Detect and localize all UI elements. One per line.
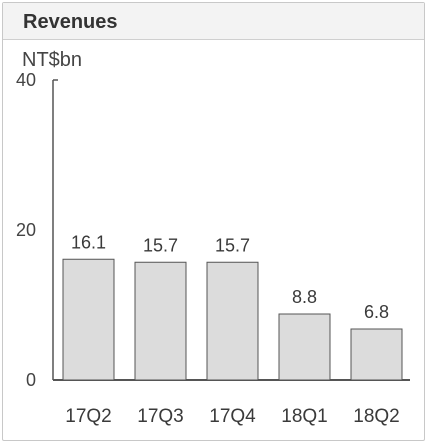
category-label-17Q4: 17Q4 (209, 406, 256, 427)
value-label-17Q3: 15.7 (143, 235, 178, 255)
value-label-17Q4: 15.7 (215, 235, 250, 255)
y-tick-label: 40 (16, 70, 36, 90)
y-axis-unit: NT$bn (22, 49, 82, 71)
value-label-18Q1: 8.8 (292, 287, 317, 307)
value-label-18Q2: 6.8 (364, 302, 389, 322)
chart-title: Revenues (23, 11, 118, 33)
bar-18Q1 (278, 313, 331, 381)
bars (62, 258, 403, 381)
labels: 16.1 17Q2 15.7 17Q3 15.7 17Q4 8.8 18Q1 6.8 18Q2 (65, 232, 399, 427)
y-tick-label: 20 (16, 220, 36, 240)
bar-17Q2 (62, 258, 115, 381)
category-label-18Q1: 18Q1 (281, 406, 327, 427)
y-tick-label: 0 (26, 370, 36, 390)
bar-18Q2 (350, 328, 403, 381)
category-label-17Q2: 17Q2 (65, 406, 111, 427)
bar-17Q3 (134, 261, 187, 381)
value-label-17Q2: 16.1 (71, 232, 106, 252)
chart-header: Revenues (3, 3, 424, 40)
category-label-18Q2: 18Q2 (353, 406, 399, 427)
bar-17Q4 (206, 261, 259, 381)
category-label-17Q3: 17Q3 (137, 406, 183, 427)
